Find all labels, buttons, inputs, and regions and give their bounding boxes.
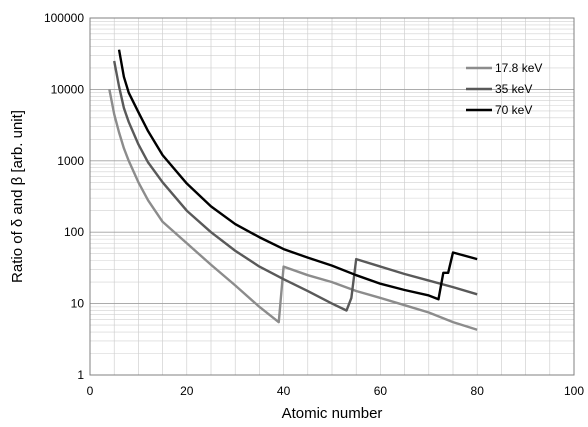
x-tick-labels: 0 20 40 60 80 100 [87, 384, 585, 398]
series-line-3 [117, 49, 478, 301]
x-axis-title: Atomic number [282, 405, 383, 422]
y-tick-label: 100000 [44, 11, 84, 25]
legend-label-1: 17.8 keV [495, 61, 542, 75]
y-tick-label: 100 [64, 225, 84, 239]
x-tick-label: 40 [277, 384, 291, 398]
y-tick-label: 10 [71, 297, 85, 311]
y-tick-label: 10000 [51, 82, 85, 96]
series-line-1 [108, 89, 478, 331]
x-tick-label: 20 [180, 384, 194, 398]
y-tick-labels: 1 10 100 1000 10000 100000 [44, 11, 84, 382]
y-tick-label: 1 [77, 368, 84, 382]
grid [90, 18, 574, 375]
x-tick-label: 100 [564, 384, 584, 398]
series-line-2 [113, 60, 478, 312]
y-tick-label: 1000 [57, 154, 84, 168]
series-layer [108, 49, 478, 331]
x-tick-label: 80 [471, 384, 485, 398]
plot-frame [89, 17, 575, 376]
legend-label-2: 35 keV [495, 82, 532, 96]
legend-label-3: 70 keV [495, 103, 532, 117]
legend: 17.8 keV 35 keV 70 keV [466, 61, 542, 117]
x-tick-label: 60 [374, 384, 388, 398]
x-tick-label: 0 [87, 384, 94, 398]
y-axis-title: Ratio of δ and β [arb. unit] [9, 110, 26, 283]
